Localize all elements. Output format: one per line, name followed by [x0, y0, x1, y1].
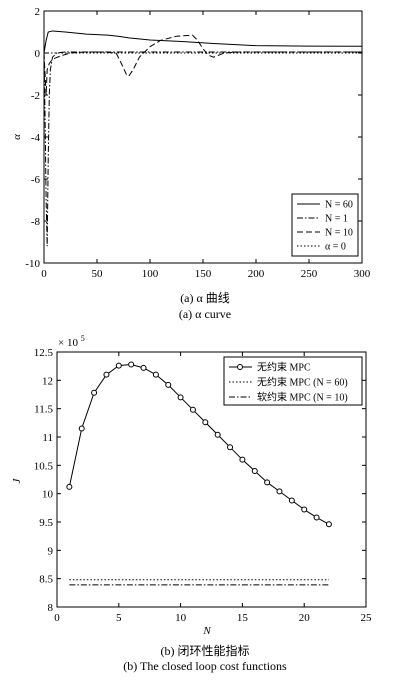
- chart-b-series: [66, 361, 332, 586]
- chart-b: 0 5 10 15 20 25 12.5 12 11.5 11 10.5 10 9.5 9 8.5 8 × 1…: [11, 334, 372, 673]
- y-tick-label: 10: [42, 489, 54, 501]
- data-point: [313, 514, 320, 521]
- data-point: [177, 394, 184, 401]
- legend-label: 无约束 MPC (N = 60): [257, 376, 348, 389]
- y-tick-label: 11: [42, 432, 53, 444]
- y-tick-label: 8: [48, 602, 54, 614]
- series-line-1: [43, 51, 362, 247]
- y-tick-label: -10: [25, 258, 40, 270]
- chart-b-multiplier-base: × 10: [58, 337, 78, 349]
- legend-label: 软约束 MPC (N = 10): [257, 391, 348, 404]
- x-tick-label: 150: [195, 268, 212, 280]
- data-point: [264, 479, 271, 486]
- x-tick-label: 20: [299, 612, 311, 624]
- x-tick-label: 10: [175, 612, 187, 624]
- chart-b-ylabel: J: [11, 477, 23, 483]
- series-line-0: [68, 363, 330, 525]
- y-tick-label: 12.5: [34, 347, 54, 359]
- data-point: [251, 468, 258, 474]
- x-tick-label: 100: [142, 268, 159, 280]
- data-point: [91, 389, 98, 396]
- y-tick-label: 9: [48, 545, 54, 557]
- legend-label: α = 0: [325, 242, 346, 253]
- series-line-2: [43, 34, 362, 96]
- legend-label: N = 1: [325, 214, 348, 225]
- y-tick-label: 0: [35, 48, 41, 60]
- data-point: [288, 497, 295, 504]
- legend-label: N = 60: [325, 200, 353, 211]
- y-tick-label: 2: [35, 6, 41, 18]
- legend-label: N = 10: [325, 228, 353, 239]
- chart-b-caption-en: (b) The closed loop cost functions: [123, 659, 287, 673]
- x-tick-label: 5: [116, 612, 122, 624]
- x-tick-label: 25: [361, 612, 373, 624]
- x-tick-label: 50: [92, 268, 104, 280]
- y-tick-label: 11.5: [34, 404, 53, 416]
- y-tick-label: 12: [42, 375, 53, 387]
- chart-a-legend: N = 60 N = 1 N = 10 α = 0: [291, 193, 359, 257]
- data-point: [276, 488, 283, 495]
- chart-a-caption-cn: (a) α 曲线: [180, 291, 230, 305]
- y-tick-label: -6: [31, 174, 41, 186]
- data-point: [66, 483, 73, 490]
- chart-b-multiplier: × 10 5: [58, 334, 85, 349]
- x-tick-label: 0: [54, 612, 60, 624]
- x-tick-label: 0: [41, 268, 47, 280]
- x-tick-label: 200: [248, 268, 265, 280]
- y-tick-label: 9.5: [39, 517, 53, 529]
- chart-b-plot-frame: [56, 351, 367, 608]
- x-tick-label: 15: [237, 612, 249, 624]
- y-tick-label: 8.5: [39, 574, 53, 586]
- data-point: [140, 364, 147, 371]
- data-point: [103, 371, 110, 378]
- x-tick-label: 250: [301, 268, 318, 280]
- chart-b-multiplier-exp: 5: [81, 334, 85, 343]
- data-point: [189, 406, 196, 413]
- y-tick-label: -2: [31, 90, 40, 102]
- legend-marker: [237, 364, 243, 370]
- data-point: [152, 371, 159, 378]
- chart-b-ticks: 0 5 10 15 20 25 12.5 12 11.5 11 10.5 10 9.5 9 8.5 8: [34, 347, 372, 624]
- y-tick-label: -4: [31, 132, 41, 144]
- chart-a-series: [43, 30, 363, 247]
- y-tick-label: -8: [31, 216, 41, 228]
- data-point: [239, 456, 246, 463]
- series-line-0: [43, 30, 363, 54]
- chart-a-ticks: 0 50 100 150 200 250 300 2 0 -2 -4 -6 -8 -10: [25, 6, 370, 280]
- data-point: [115, 362, 122, 369]
- data-point: [128, 361, 135, 368]
- data-point: [214, 431, 221, 438]
- data-point: [301, 506, 308, 513]
- chart-b-xlabel: N: [202, 625, 211, 637]
- chart-a-caption-en: (a) α curve: [179, 307, 231, 321]
- legend-label: 无约束 MPC: [257, 361, 311, 374]
- y-tick-label: 10.5: [34, 460, 54, 472]
- chart-a-ylabel: α: [11, 134, 23, 140]
- chart-a: 0 50 100 150 200 250 300 2 0 -2 -4 -6 -8 -10 α N = 60…: [11, 6, 371, 321]
- data-point: [165, 381, 172, 388]
- chart-b-caption-cn: (b) 闭环性能指标: [161, 643, 250, 658]
- data-point: [227, 444, 234, 451]
- data-point: [325, 521, 332, 528]
- data-point: [78, 425, 85, 432]
- x-tick-label: 300: [354, 268, 371, 280]
- chart-b-legend: 无约束 MPC 无约束 MPC (N = 60) 软约束 MPC (N = 10): [223, 356, 363, 406]
- legend-box: [223, 356, 363, 406]
- data-point: [202, 419, 209, 426]
